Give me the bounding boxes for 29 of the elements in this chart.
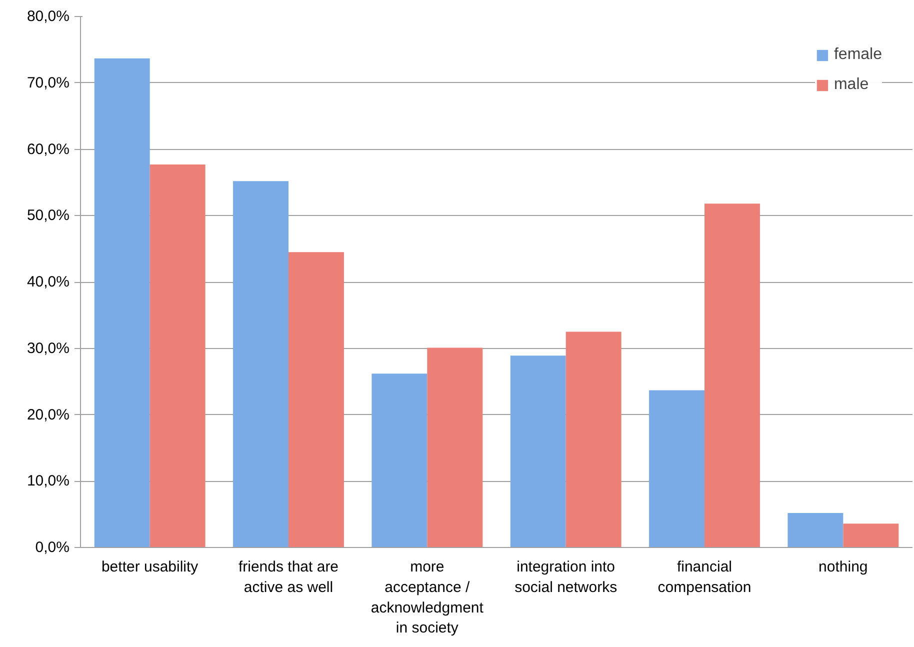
x-tick-label: nothing: [818, 558, 868, 576]
legend-label: female: [834, 46, 882, 64]
y-tick-label: 30,0%: [26, 340, 70, 357]
bar: [566, 332, 622, 548]
bar: [788, 512, 844, 548]
legend-label: male: [834, 76, 869, 94]
y-tick-label: 0,0%: [35, 539, 70, 556]
x-tick-label: integration into social networks: [514, 558, 618, 596]
x-tick-label: more acceptance / acknowledgment in society: [370, 558, 484, 637]
bar: [843, 524, 899, 548]
bar: [704, 204, 760, 548]
bar: [150, 164, 206, 548]
y-tick-label: 40,0%: [26, 274, 70, 290]
bar: [233, 181, 288, 548]
bar: [427, 348, 483, 548]
y-tick-label: 70,0%: [26, 74, 70, 92]
bar: [94, 58, 150, 548]
y-tick-label: 10,0%: [26, 472, 70, 490]
x-tick-label: financial compensation: [658, 558, 752, 596]
x-tick-label: better usability: [101, 558, 199, 576]
y-tick-label: 60,0%: [26, 140, 70, 158]
x-tick-label: friends that are active as well: [238, 558, 339, 596]
bar: [372, 374, 428, 548]
y-tick-label: 80,0%: [26, 8, 70, 25]
bar: [649, 390, 704, 548]
y-tick-label: 50,0%: [26, 207, 70, 224]
y-tick-label: 20,0%: [26, 406, 70, 424]
bar: [288, 252, 344, 548]
bar: [510, 356, 566, 548]
